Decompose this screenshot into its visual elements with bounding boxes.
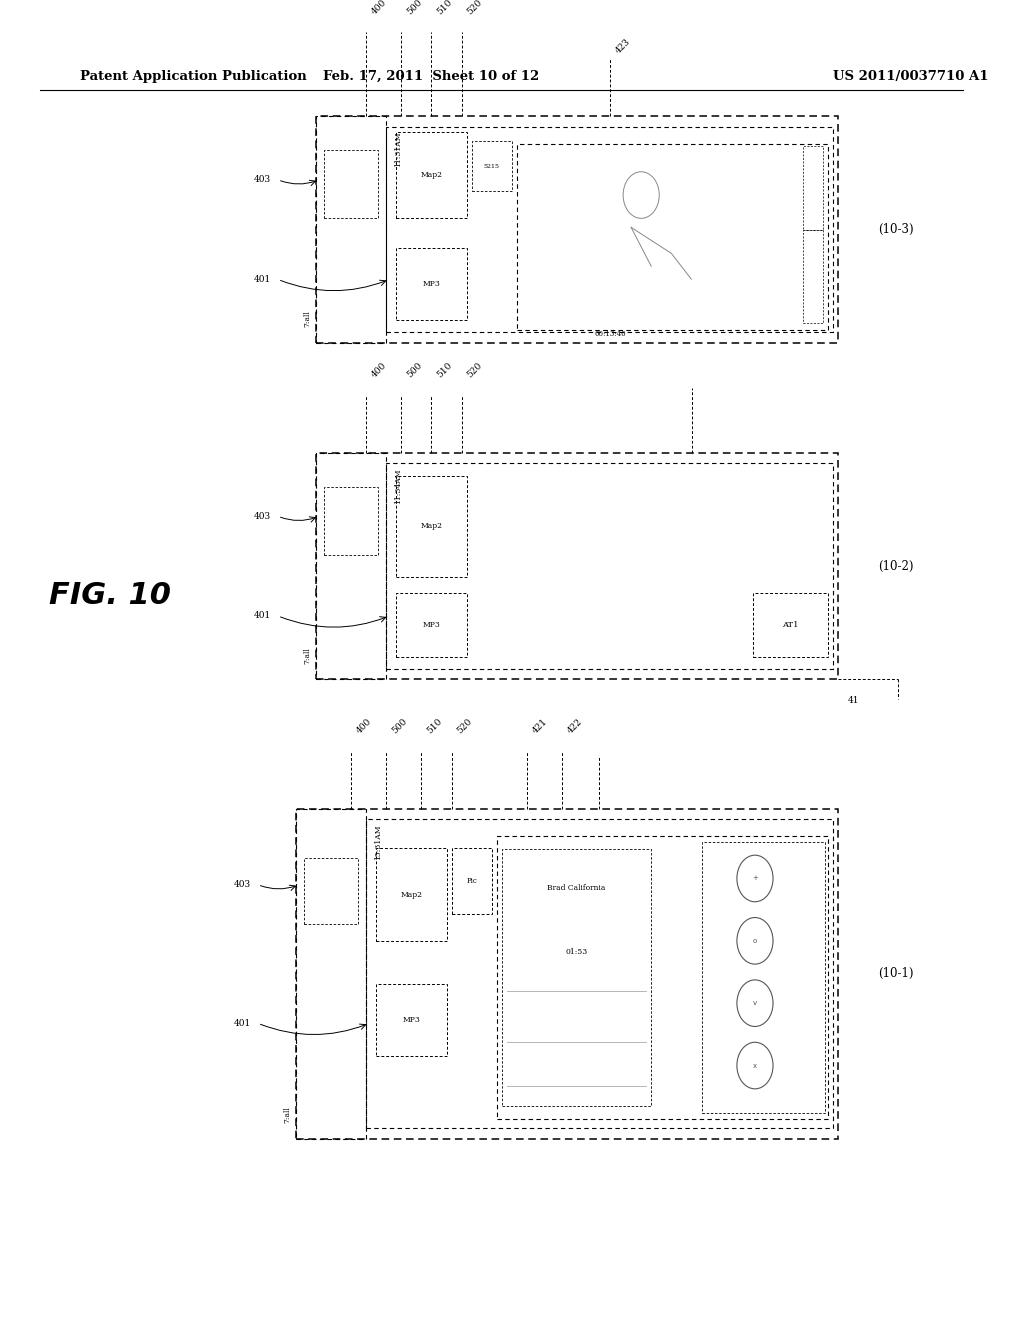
Text: 401: 401	[254, 611, 271, 620]
Text: AT1: AT1	[782, 620, 799, 630]
Bar	[325, 487, 378, 554]
Bar	[386, 127, 833, 333]
Bar	[753, 593, 827, 657]
Bar	[376, 849, 446, 941]
Text: 5215: 5215	[483, 164, 500, 169]
Bar	[316, 453, 386, 680]
Text: 403: 403	[233, 880, 251, 890]
Text: MP3: MP3	[402, 1016, 420, 1024]
Text: 520: 520	[466, 0, 484, 17]
Bar	[702, 842, 824, 1113]
Bar	[376, 983, 446, 1056]
Text: 401: 401	[254, 275, 271, 284]
Text: 403: 403	[254, 176, 271, 185]
Text: (10-1): (10-1)	[878, 968, 913, 981]
Text: 400: 400	[371, 360, 389, 379]
Bar	[502, 849, 650, 1106]
Text: 403: 403	[254, 512, 271, 521]
Text: 7:all: 7:all	[283, 1106, 291, 1123]
Text: Map2: Map2	[421, 523, 442, 531]
Bar	[296, 809, 367, 1139]
Text: Map2: Map2	[421, 172, 442, 180]
Text: 421: 421	[530, 717, 549, 735]
Text: +: +	[752, 875, 758, 882]
Text: 401: 401	[233, 1019, 251, 1028]
Bar	[367, 820, 833, 1129]
Text: 15:31AM: 15:31AM	[375, 824, 382, 859]
Bar	[472, 141, 512, 191]
Text: (10-3): (10-3)	[878, 223, 913, 236]
Text: Feb. 17, 2011  Sheet 10 of 12: Feb. 17, 2011 Sheet 10 of 12	[324, 70, 540, 83]
Text: (10-2): (10-2)	[878, 560, 913, 573]
Text: 520: 520	[456, 717, 474, 735]
Bar	[517, 144, 827, 330]
Text: FIG. 10: FIG. 10	[49, 581, 171, 610]
Text: Pic: Pic	[466, 878, 477, 886]
Text: 510: 510	[425, 717, 444, 735]
Text: 422: 422	[566, 717, 585, 735]
Bar	[396, 475, 467, 577]
Bar	[452, 849, 492, 915]
Bar	[316, 453, 838, 680]
Text: 7:all: 7:all	[303, 310, 311, 327]
Text: 41: 41	[848, 696, 859, 705]
Bar	[803, 147, 823, 230]
Text: 400: 400	[355, 717, 374, 735]
Bar	[396, 132, 467, 218]
Bar	[304, 858, 358, 924]
Text: 423: 423	[614, 37, 633, 55]
Text: MP3: MP3	[423, 280, 440, 288]
Bar	[803, 230, 823, 323]
Bar	[296, 809, 838, 1139]
Text: 00:13:40: 00:13:40	[594, 330, 626, 338]
Text: Brad California: Brad California	[547, 883, 605, 891]
Bar	[316, 116, 838, 343]
Bar	[316, 116, 386, 343]
Bar	[386, 463, 833, 669]
Bar	[497, 836, 827, 1119]
Text: x: x	[753, 1063, 757, 1069]
Bar	[396, 593, 467, 657]
Text: 11:34AM: 11:34AM	[394, 469, 402, 504]
Text: 500: 500	[406, 0, 424, 17]
Text: 11:31AM: 11:31AM	[394, 132, 402, 168]
Text: 400: 400	[371, 0, 389, 17]
Text: v: v	[753, 1001, 757, 1006]
Text: 520: 520	[466, 360, 484, 379]
Text: Patent Application Publication: Patent Application Publication	[80, 70, 307, 83]
Text: 510: 510	[435, 360, 454, 379]
Text: US 2011/0037710 A1: US 2011/0037710 A1	[833, 70, 988, 83]
Text: Map2: Map2	[400, 891, 422, 899]
Text: 500: 500	[390, 717, 409, 735]
Text: 510: 510	[435, 0, 454, 17]
Text: MP3: MP3	[423, 620, 440, 630]
Text: o: o	[753, 937, 757, 944]
Text: 7:all: 7:all	[303, 647, 311, 664]
Bar	[396, 248, 467, 321]
Text: 500: 500	[406, 360, 424, 379]
Bar	[325, 150, 378, 218]
Text: 01:53: 01:53	[565, 948, 588, 956]
